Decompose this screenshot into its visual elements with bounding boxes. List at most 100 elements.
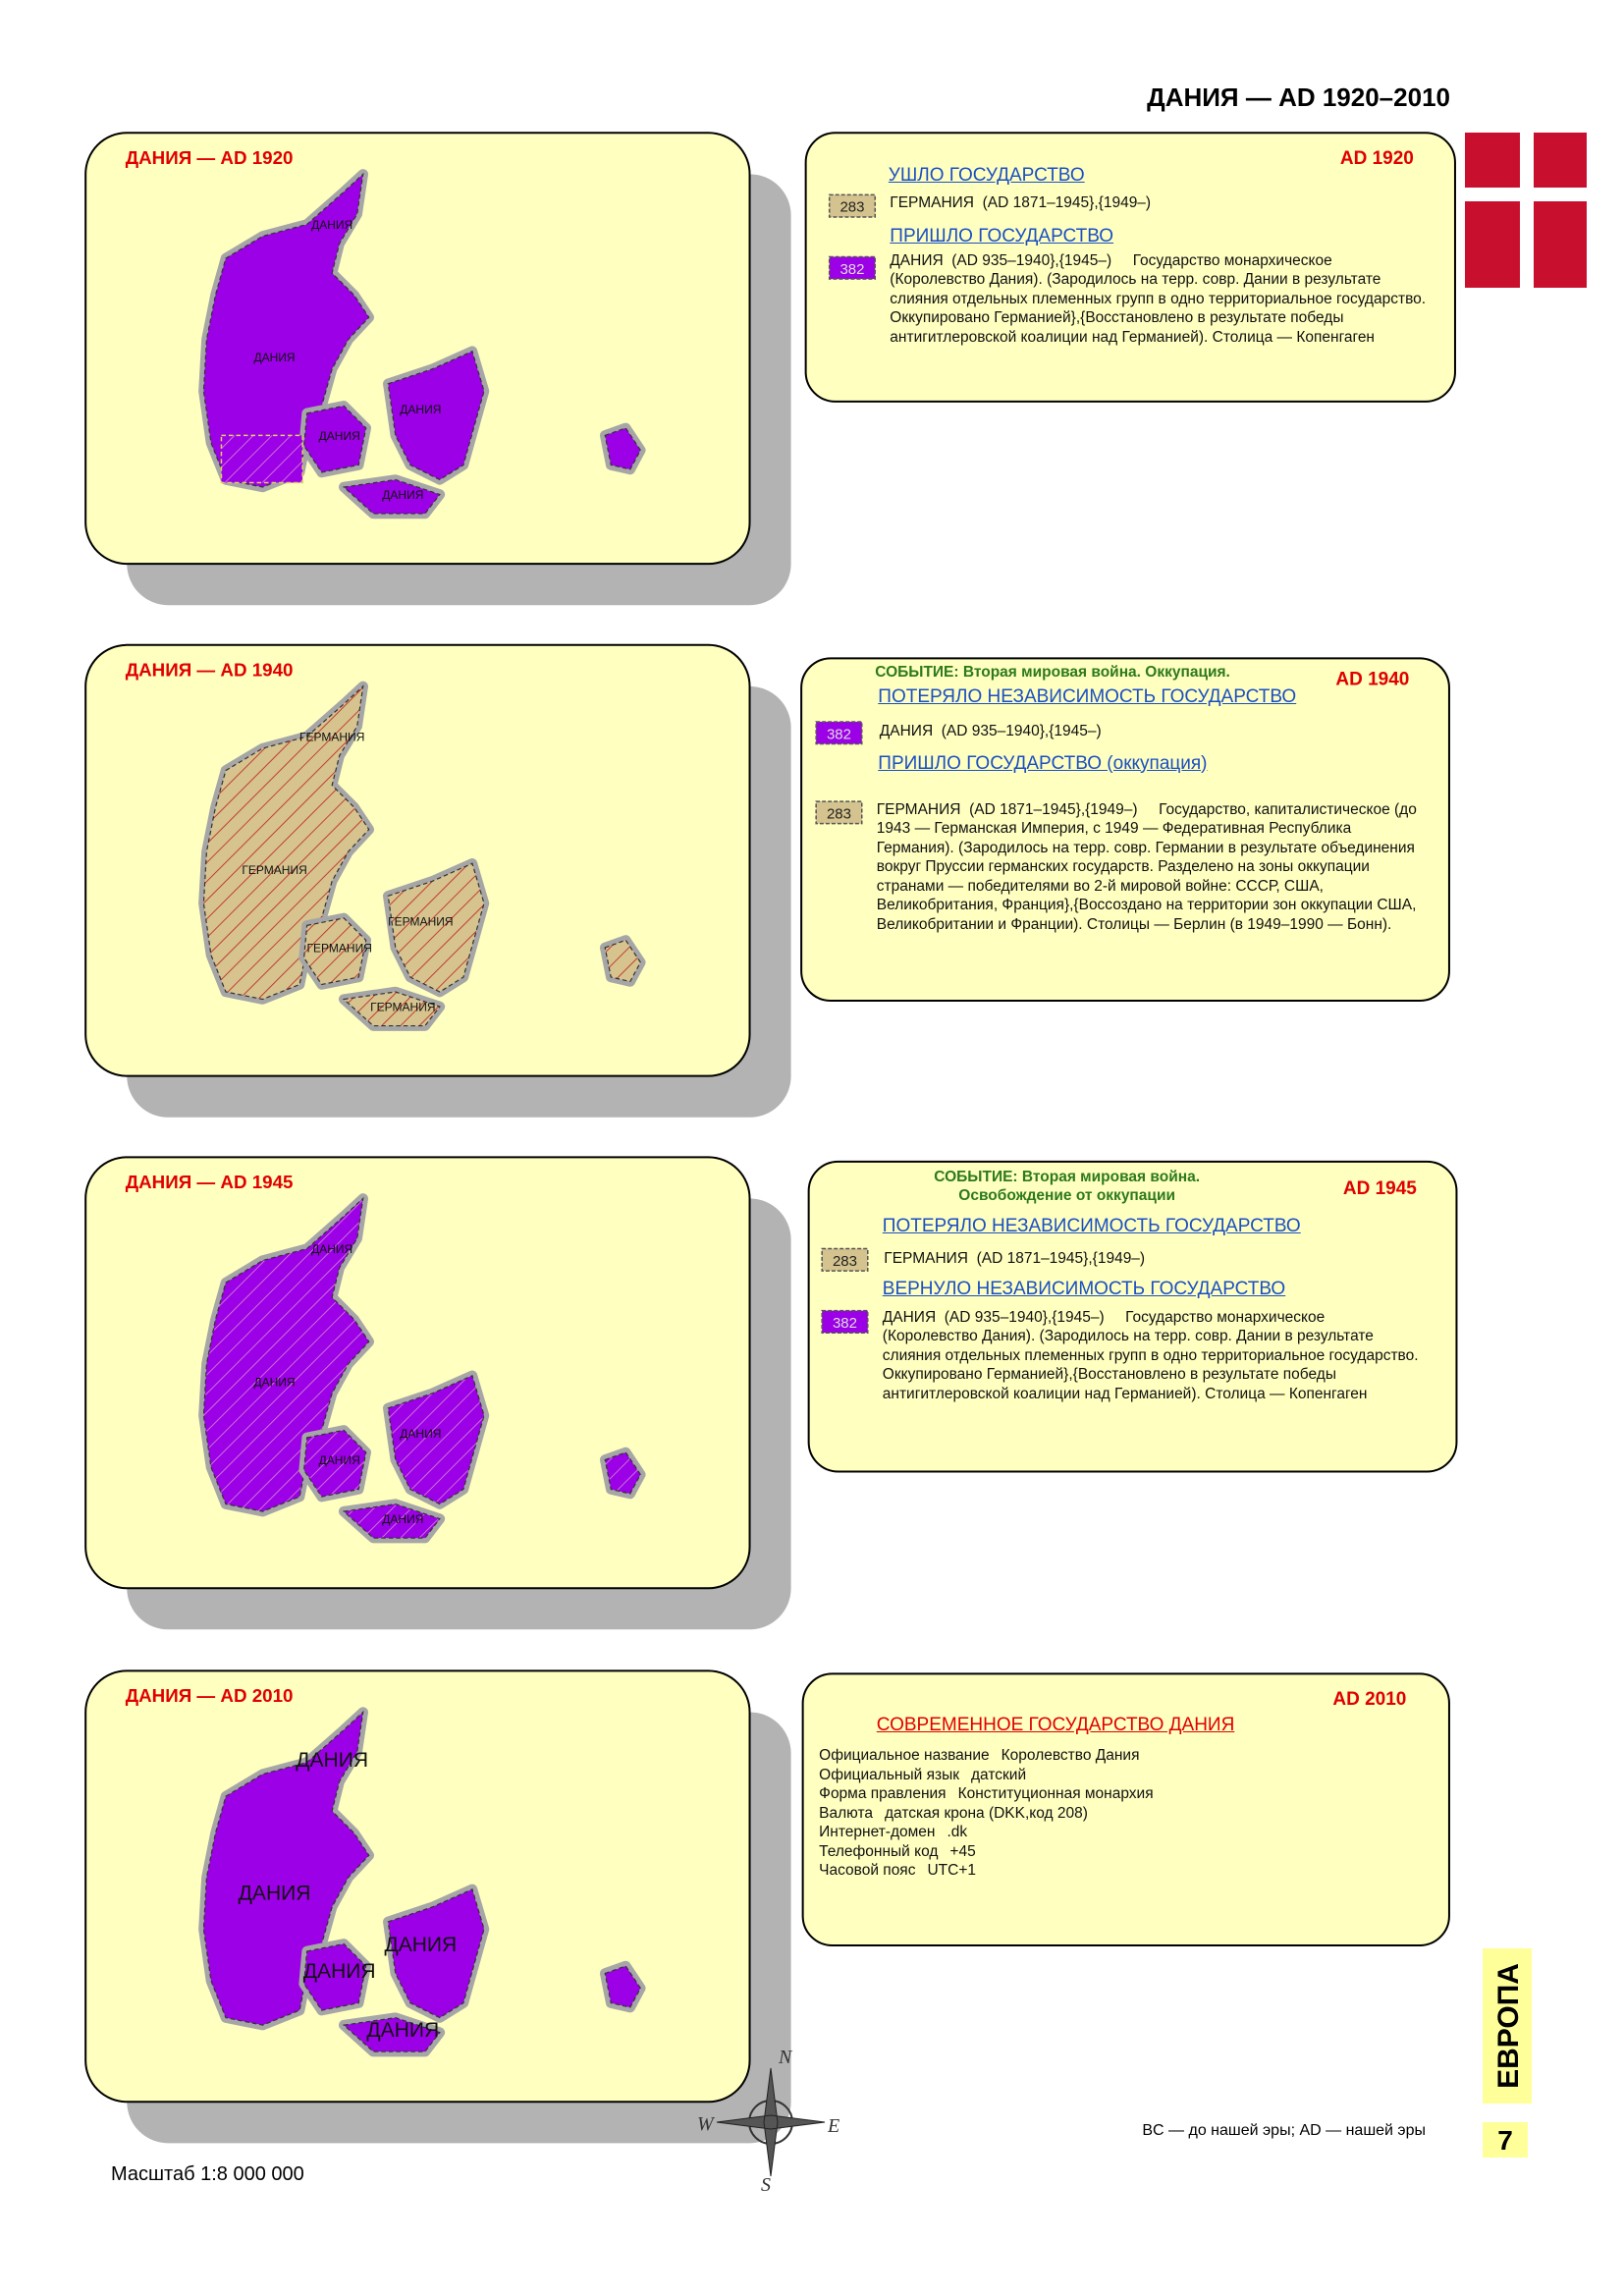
map-scale: Масштаб 1:8 000 000: [111, 2163, 304, 2185]
fact-label: Валюта: [819, 1804, 873, 1822]
fact-label: Интернет-домен: [819, 1824, 936, 1841]
fact-value: датская крона (DKK,код 208): [885, 1804, 1088, 1822]
map: ДАНИЯ ДАНИЯ ДАНИЯ ДАНИЯ ДАНИЯ ДАНИЯ — AD 1945: [126, 1172, 646, 1544]
fact-row: Форма правления Конституционная монархия: [819, 1784, 1153, 1804]
map-label: ДАНИЯ: [366, 2019, 439, 2042]
state-badge: [821, 1309, 869, 1334]
map: ДАНИЯ ДАНИЯ ДАНИЯ ДАНИЯ ДАНИЯ ДАНИЯ — AD 1920: [126, 147, 646, 519]
land: [303, 405, 367, 473]
footnote: BC — до нашей эры; AD — нашей эры: [1142, 2122, 1426, 2139]
flag-cross: [1465, 188, 1587, 201]
section-text: ГЕРМАНИЯ (AD 1871–1945},{1949–): [890, 193, 1152, 211]
fact-row: Интернет-домен .dk: [819, 1823, 967, 1842]
section-heading: ВЕРНУЛО НЕЗАВИСИМОСТЬ ГОСУДАРСТВО: [882, 1278, 1286, 1299]
map-label: ДАНИЯ: [311, 1242, 352, 1256]
land: [202, 1196, 370, 1512]
land: [202, 1710, 370, 2026]
section-tab: [1483, 1948, 1532, 2104]
fact-row: Часовой пояс UTC+1: [819, 1861, 976, 1881]
info-panel: [800, 657, 1450, 1003]
land: [303, 917, 367, 986]
state-code: 382: [833, 1315, 857, 1332]
state-code: 283: [827, 805, 851, 822]
land: [342, 2016, 441, 2052]
map: ГЕРМАНИЯ ГЕРМАНИЯ ГЕРМАНИЯ ГЕРМАНИЯ ГЕРМАНИЯ…: [126, 659, 646, 1031]
section-heading: ПОТЕРЯЛО НЕЗАВИСИМОСТЬ ГОСУДАРСТВО: [882, 1216, 1301, 1237]
map-label: ДАНИЯ: [400, 403, 441, 416]
info-panel: [804, 132, 1456, 403]
land: [604, 427, 642, 470]
land: [303, 1429, 367, 1498]
info-year: AD 1920: [1340, 148, 1414, 169]
section-heading: ПРИШЛО ГОСУДАРСТВО: [890, 225, 1114, 246]
map-title: ДАНИЯ — AD 1945: [126, 1172, 294, 1192]
state-code: 382: [839, 261, 864, 278]
info-panel: [801, 1672, 1450, 1946]
fact-label: Официальное название: [819, 1747, 990, 1765]
state-code: 283: [839, 199, 864, 216]
fact-value: UTC+1: [927, 1862, 976, 1880]
section-text: ГЕРМАНИЯ (AD 1871–1945},{1949–) Государс…: [876, 800, 1422, 933]
land: [342, 991, 441, 1027]
map-title: ДАНИЯ — AD 1940: [126, 659, 294, 680]
land: [604, 1965, 642, 2008]
section-heading: УШЛО ГОСУДАРСТВО: [888, 165, 1085, 187]
info-panel: [807, 1160, 1458, 1473]
land: [387, 1888, 485, 2019]
state-badge: [828, 255, 877, 280]
section-heading: СОВРЕМЕННОЕ ГОСУДАРСТВО ДАНИЯ: [876, 1715, 1235, 1736]
state-code: 283: [833, 1253, 857, 1270]
compass-rose: [716, 2067, 826, 2177]
fact-value: датский: [971, 1766, 1027, 1783]
fact-label: Официальный язык: [819, 1766, 959, 1783]
fact-value: Конституционная монархия: [957, 1785, 1154, 1803]
compass-letter: N: [778, 2047, 793, 2068]
info-year: AD 1945: [1343, 1178, 1417, 1199]
compass-letter: W: [697, 2113, 716, 2135]
land: [342, 1503, 441, 1539]
land: [387, 862, 485, 993]
map-label: ДАНИЯ: [319, 429, 360, 443]
map-label: ГЕРМАНИЯ: [388, 914, 453, 928]
event: СОБЫТИЕ: Вторая мировая война. Освобожде…: [934, 1168, 1201, 1205]
map-label: ДАНИЯ: [253, 351, 295, 364]
compass-letter: S: [761, 2174, 771, 2196]
map-label: ДАНИЯ: [384, 1934, 457, 1956]
land: [387, 1374, 485, 1505]
fact-label: Форма правления: [819, 1785, 947, 1803]
state-badge: [815, 721, 863, 745]
section-text: ГЕРМАНИЯ (AD 1871–1945},{1949–): [884, 1249, 1146, 1267]
map-label: ДАНИЯ: [303, 1960, 376, 1983]
land: [202, 172, 370, 488]
fact-value: .dk: [947, 1824, 968, 1841]
flag-cross: [1520, 133, 1534, 288]
page-number: 7: [1497, 2125, 1513, 2156]
map-label: ДАНИЯ: [239, 1882, 311, 1904]
land: [604, 1451, 642, 1495]
fact-row: Официальный язык датский: [819, 1766, 1026, 1785]
info-year: AD 2010: [1332, 1689, 1406, 1710]
map-label: ДАНИЯ: [253, 1375, 295, 1389]
page-title: ДАНИЯ — AD 1920–2010: [1147, 82, 1450, 112]
map: ДАНИЯ ДАНИЯ ДАНИЯ ДАНИЯ ДАНИЯ ДАНИЯ — AD 2010: [126, 1685, 646, 2057]
map-label: ДАНИЯ: [382, 488, 423, 502]
map-label: ДАНИЯ: [382, 1512, 423, 1526]
fact-row: Телефонный код +45: [819, 1842, 976, 1862]
fact-row: Официальное название Королевство Дания: [819, 1746, 1139, 1766]
map-title: ДАНИЯ — AD 1920: [126, 147, 294, 168]
state-badge: [828, 193, 877, 218]
map-label: ДАНИЯ: [296, 1749, 368, 1772]
section-heading: ПРИШЛО ГОСУДАРСТВО (оккупация): [878, 752, 1208, 774]
section-text: ДАНИЯ (AD 935–1940},{1945–): [879, 722, 1102, 739]
section-text: ДАНИЯ (AD 935–1940},{1945–) Государство …: [890, 251, 1431, 346]
state-code: 382: [827, 726, 851, 742]
land: [303, 1942, 367, 2011]
map-label: ГЕРМАНИЯ: [299, 731, 364, 744]
map-title: ДАНИЯ — AD 2010: [126, 1685, 294, 1706]
fact-value: Королевство Дания: [1001, 1747, 1140, 1765]
state-badge: [821, 1247, 869, 1272]
map-label: ГЕРМАНИЯ: [306, 941, 371, 955]
fact-row: Валюта датская крона (DKK,код 208): [819, 1804, 1088, 1824]
land: [387, 350, 485, 481]
